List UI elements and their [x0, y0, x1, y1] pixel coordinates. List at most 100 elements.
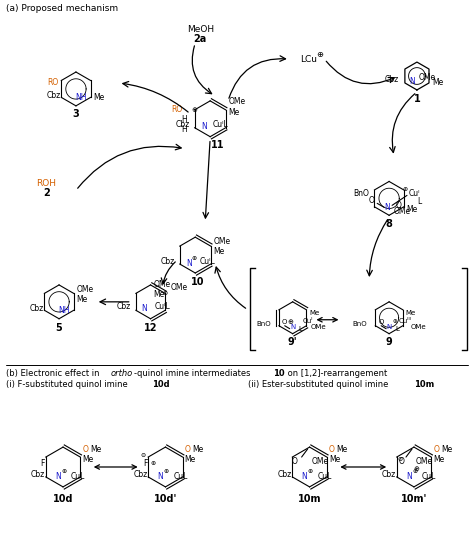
Text: 8: 8 [386, 219, 392, 229]
Text: ⊖: ⊖ [397, 457, 403, 462]
Text: F: F [41, 458, 45, 468]
Text: OMe: OMe [311, 457, 328, 465]
Text: OMe: OMe [394, 207, 411, 216]
Text: CuᴵL: CuᴵL [212, 120, 228, 129]
Text: ⊕: ⊕ [316, 49, 323, 59]
Text: O: O [329, 445, 335, 453]
Text: Me: Me [214, 247, 225, 256]
Text: Cuᴵᴵᴵ: Cuᴵᴵᴵ [399, 318, 412, 324]
Text: CuL: CuL [318, 472, 332, 482]
Text: H: H [181, 125, 187, 134]
Text: L: L [395, 326, 399, 332]
Text: O: O [82, 445, 88, 453]
Text: N: N [409, 78, 415, 86]
Text: NH: NH [58, 306, 70, 315]
Text: Cbz: Cbz [47, 91, 61, 100]
Text: 11: 11 [211, 140, 225, 150]
Text: Cuᴵ: Cuᴵ [302, 318, 313, 324]
Text: CuᴵL: CuᴵL [155, 302, 170, 311]
Text: OMe: OMe [214, 237, 231, 245]
Text: O: O [292, 457, 298, 465]
Text: Me: Me [90, 445, 101, 453]
Text: O: O [185, 445, 191, 453]
Text: ⊕: ⊕ [288, 319, 293, 325]
Text: BnO: BnO [256, 321, 271, 327]
Text: 10: 10 [273, 369, 284, 378]
Text: -quinol imine intermediates: -quinol imine intermediates [134, 369, 253, 378]
Text: ⊕: ⊕ [412, 470, 418, 475]
Text: Me: Me [441, 445, 452, 453]
Text: F: F [143, 458, 147, 468]
Text: ⊕: ⊕ [402, 187, 408, 192]
Text: Cbz: Cbz [385, 75, 399, 85]
Text: Me: Me [407, 205, 418, 214]
Text: O: O [398, 457, 404, 465]
Text: CuL: CuL [422, 472, 436, 482]
Text: OMe: OMe [416, 457, 433, 465]
Text: N: N [142, 304, 147, 313]
Text: L: L [417, 197, 421, 206]
Text: MeOH: MeOH [187, 25, 214, 34]
Text: Cbz: Cbz [133, 470, 147, 479]
Text: Cbz: Cbz [31, 470, 45, 479]
Text: Me: Me [329, 454, 340, 464]
Text: Cbz: Cbz [176, 120, 190, 129]
Text: Me: Me [192, 445, 204, 453]
Text: OMe: OMe [411, 324, 427, 330]
Text: ⊕: ⊕ [191, 107, 198, 113]
Text: Cbz: Cbz [277, 470, 292, 479]
Text: Cbz: Cbz [161, 256, 175, 266]
Text: 9: 9 [386, 337, 392, 346]
Text: 10d: 10d [53, 494, 73, 504]
Text: 10m': 10m' [401, 494, 427, 504]
Text: Cbz: Cbz [382, 470, 396, 479]
Text: 12: 12 [144, 323, 157, 333]
Text: N: N [55, 472, 61, 482]
Text: O: O [396, 201, 402, 210]
Text: CuL: CuL [173, 472, 188, 482]
Text: Me: Me [185, 454, 196, 464]
Text: Cbz: Cbz [30, 304, 44, 313]
Text: NH: NH [75, 93, 86, 103]
Text: N: N [157, 472, 164, 482]
Text: ROH: ROH [36, 179, 56, 188]
Text: OMe: OMe [77, 285, 94, 294]
Text: RO: RO [47, 78, 58, 87]
Text: N: N [406, 472, 412, 482]
Text: L: L [299, 326, 302, 332]
Text: 10m: 10m [414, 380, 434, 389]
Text: Cuᴵ: Cuᴵ [409, 189, 420, 198]
Text: Cbz: Cbz [117, 302, 131, 311]
Text: ⊕: ⊕ [151, 460, 156, 465]
Text: 2a: 2a [193, 34, 207, 44]
Text: 5: 5 [55, 323, 63, 333]
Text: CuᴵL: CuᴵL [199, 256, 215, 266]
Text: 1: 1 [413, 94, 420, 104]
Text: Me: Me [337, 445, 348, 453]
Text: ⊕: ⊕ [163, 291, 168, 296]
Text: BnO: BnO [353, 321, 367, 327]
Text: Me: Me [82, 454, 93, 464]
Text: O: O [282, 319, 287, 325]
Text: Me: Me [433, 454, 445, 464]
Text: ⊕: ⊕ [62, 470, 67, 475]
Text: ⊕: ⊕ [191, 256, 197, 261]
Text: BnO: BnO [353, 189, 369, 198]
Text: (ii) Ester-substituted quinol imine: (ii) Ester-substituted quinol imine [248, 380, 391, 389]
Text: OMe: OMe [419, 73, 436, 83]
Text: N: N [302, 472, 308, 482]
Text: CuL: CuL [71, 472, 85, 482]
Text: (i) F-substituted quinol imine: (i) F-substituted quinol imine [6, 380, 131, 389]
Text: ⊖: ⊖ [141, 452, 146, 458]
Text: LCu: LCu [300, 55, 317, 64]
Text: O: O [378, 319, 384, 325]
Text: O: O [368, 196, 374, 205]
Text: OMe: OMe [154, 280, 171, 289]
Text: Me: Me [406, 310, 416, 316]
Text: Me: Me [310, 310, 319, 316]
Text: Me: Me [93, 93, 105, 102]
Text: 10m: 10m [298, 494, 321, 504]
Text: H: H [181, 115, 187, 124]
Text: 9': 9' [288, 337, 298, 346]
Text: on [1,2]-rearrangement: on [1,2]-rearrangement [285, 369, 387, 378]
